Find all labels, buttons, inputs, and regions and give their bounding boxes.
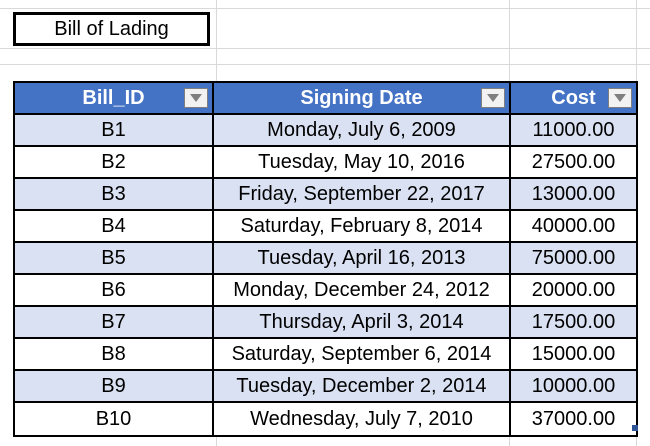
signing-date-cell[interactable]: Tuesday, May 10, 2016 [214,147,511,177]
signing-date-cell[interactable]: Tuesday, April 16, 2013 [214,243,511,273]
bill-id-cell[interactable]: B3 [15,179,214,209]
bill-id-cell[interactable]: B6 [15,275,214,305]
table-row: B7 Thursday, April 3, 2014 17500.00 [15,307,636,339]
header-signing-date[interactable]: Signing Date [214,83,511,113]
cost-cell[interactable]: 27500.00 [511,147,636,177]
table-resize-handle[interactable] [632,425,638,431]
header-cost[interactable]: Cost [511,83,636,113]
cost-cell[interactable]: 75000.00 [511,243,636,273]
bill-id-cell[interactable]: B1 [15,115,214,145]
table-row: B9 Tuesday, December 2, 2014 10000.00 [15,371,636,403]
signing-date-cell[interactable]: Saturday, February 8, 2014 [214,211,511,241]
gridline [0,8,650,9]
header-label: Signing Date [300,86,423,109]
table-row: B1 Monday, July 6, 2009 11000.00 [15,115,636,147]
header-label: Bill_ID [82,86,145,109]
filter-button-cost[interactable] [608,88,632,108]
table-row: B10 Wednesday, July 7, 2010 37000.00 [15,403,636,435]
cost-cell[interactable]: 20000.00 [511,275,636,305]
bill-of-lading-table: Bill_ID Signing Date Cost B1 Monday, Jul… [13,81,638,437]
bill-id-cell[interactable]: B7 [15,307,214,337]
table-row: B4 Saturday, February 8, 2014 40000.00 [15,211,636,243]
signing-date-cell[interactable]: Monday, July 6, 2009 [214,115,511,145]
cost-cell[interactable]: 37000.00 [511,403,636,435]
bill-id-cell[interactable]: B5 [15,243,214,273]
bill-id-cell[interactable]: B10 [15,403,214,435]
cost-cell[interactable]: 10000.00 [511,371,636,401]
filter-button-signing-date[interactable] [481,88,505,108]
signing-date-cell[interactable]: Thursday, April 3, 2014 [214,307,511,337]
table-header-row: Bill_ID Signing Date Cost [15,83,636,115]
table-row: B8 Saturday, September 6, 2014 15000.00 [15,339,636,371]
bill-id-cell[interactable]: B4 [15,211,214,241]
filter-button-bill-id[interactable] [184,88,208,108]
table-row: B6 Monday, December 24, 2012 20000.00 [15,275,636,307]
cost-cell[interactable]: 40000.00 [511,211,636,241]
cost-cell[interactable]: 17500.00 [511,307,636,337]
signing-date-cell[interactable]: Saturday, September 6, 2014 [214,339,511,369]
gridline [0,64,650,65]
header-bill-id[interactable]: Bill_ID [15,83,214,113]
cost-cell[interactable]: 13000.00 [511,179,636,209]
header-label: Cost [551,86,596,109]
gridline [0,48,650,49]
signing-date-cell[interactable]: Wednesday, July 7, 2010 [214,403,511,435]
cost-cell[interactable]: 11000.00 [511,115,636,145]
bill-id-cell[interactable]: B2 [15,147,214,177]
title-cell[interactable]: Bill of Lading [13,12,210,46]
dropdown-arrow-icon [487,94,499,102]
table-row: B2 Tuesday, May 10, 2016 27500.00 [15,147,636,179]
table-row: B5 Tuesday, April 16, 2013 75000.00 [15,243,636,275]
dropdown-arrow-icon [614,94,626,102]
signing-date-cell[interactable]: Tuesday, December 2, 2014 [214,371,511,401]
bill-id-cell[interactable]: B9 [15,371,214,401]
cost-cell[interactable]: 15000.00 [511,339,636,369]
signing-date-cell[interactable]: Monday, December 24, 2012 [214,275,511,305]
table-row: B3 Friday, September 22, 2017 13000.00 [15,179,636,211]
signing-date-cell[interactable]: Friday, September 22, 2017 [214,179,511,209]
bill-id-cell[interactable]: B8 [15,339,214,369]
dropdown-arrow-icon [190,94,202,102]
